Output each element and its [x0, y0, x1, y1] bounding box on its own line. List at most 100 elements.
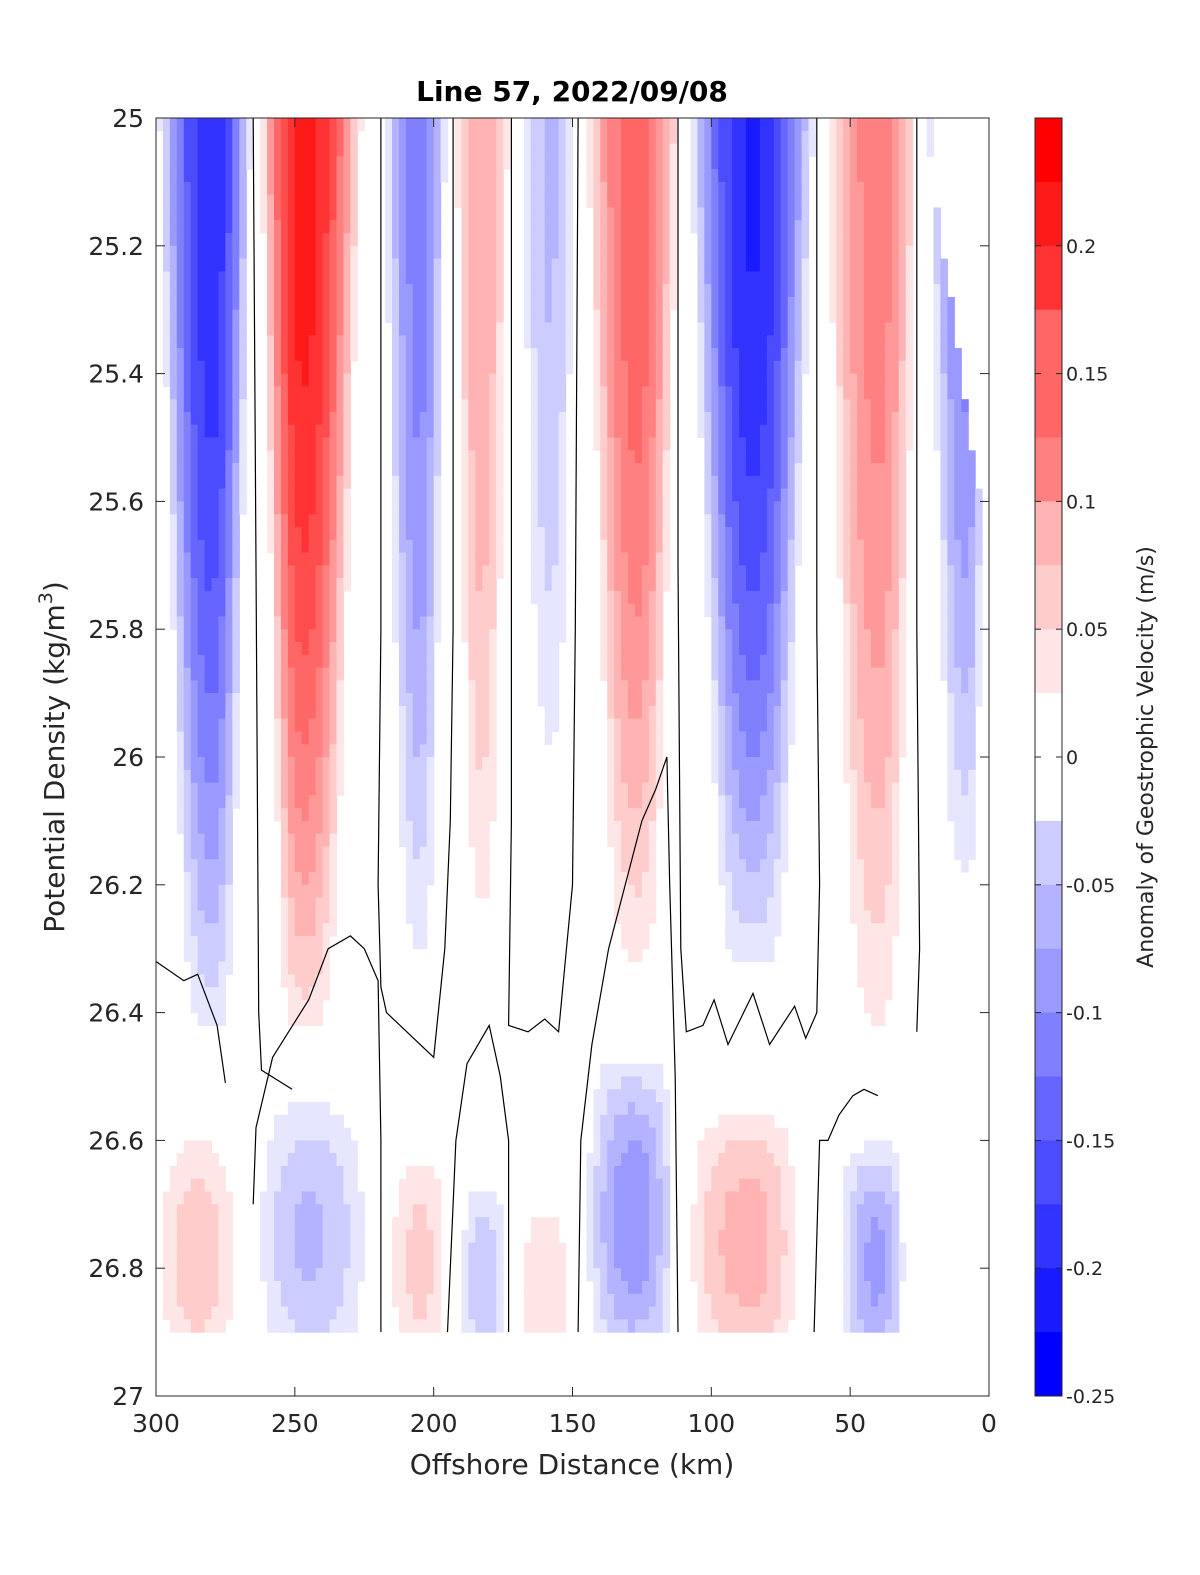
field-cell [301, 399, 310, 413]
field-cell [746, 296, 754, 311]
field-cell [544, 207, 553, 221]
field-cell [433, 194, 442, 209]
field-cell [482, 118, 490, 132]
field-cell [641, 258, 650, 272]
field-cell [190, 526, 199, 541]
field-cell [704, 1165, 712, 1180]
field-cell [218, 846, 227, 860]
field-cell [628, 284, 636, 298]
field-cell [648, 233, 657, 247]
field-cell [169, 271, 178, 285]
field-cell [405, 833, 414, 848]
field-cell [280, 220, 289, 234]
field-cell [780, 1293, 789, 1308]
field-cell [287, 769, 296, 784]
field-cell [482, 705, 490, 720]
field-cell [197, 1140, 206, 1154]
field-cell [648, 1114, 657, 1129]
field-cell [405, 1165, 414, 1180]
field-cell [739, 539, 747, 554]
field-cell [315, 820, 324, 835]
field-cell [634, 118, 643, 132]
field-cell [780, 296, 789, 311]
field-cell [308, 654, 317, 669]
field-cell [329, 718, 338, 733]
field-cell [183, 360, 192, 375]
field-cell [343, 411, 351, 426]
field-cell [628, 411, 636, 426]
field-cell [648, 578, 657, 592]
field-cell [398, 718, 407, 733]
field-cell [350, 233, 358, 247]
field-cell [711, 1268, 719, 1282]
field-cell [412, 348, 421, 362]
field-cell [634, 1140, 643, 1154]
field-cell [280, 705, 289, 720]
field-cell [405, 552, 414, 566]
field-cell [482, 1293, 490, 1308]
field-cell [530, 488, 539, 502]
field-cell [392, 143, 400, 157]
field-cell [489, 1229, 497, 1244]
field-cell [766, 705, 775, 720]
field-cell [725, 258, 733, 272]
field-cell [343, 565, 351, 579]
field-cell [628, 475, 636, 490]
field-cell [301, 526, 310, 541]
field-cell [350, 1242, 358, 1257]
field-cell [718, 271, 726, 285]
field-cell [662, 1293, 671, 1308]
field-cell [204, 999, 213, 1014]
field-cell [218, 859, 227, 873]
field-cell [641, 207, 650, 221]
field-cell [267, 348, 275, 362]
field-cell [294, 999, 303, 1014]
field-cell [593, 1255, 601, 1269]
field-cell [628, 258, 636, 272]
field-cell [746, 399, 754, 413]
field-cell [787, 731, 796, 745]
field-cell [468, 718, 476, 733]
field-cell [586, 1204, 594, 1218]
field-cell [329, 386, 338, 400]
field-cell [287, 411, 296, 426]
field-cell [628, 1217, 636, 1231]
field-cell [468, 769, 476, 784]
field-cell [711, 590, 719, 605]
field-cell [343, 1153, 351, 1167]
field-cell [218, 872, 227, 886]
field-cell [746, 450, 754, 464]
field-cell [287, 1178, 296, 1193]
field-cell [628, 654, 636, 669]
field-cell [176, 667, 185, 681]
field-cell [280, 245, 289, 260]
field-cell [718, 654, 726, 669]
field-cell [558, 1280, 567, 1295]
field-cell [211, 207, 220, 221]
field-cell [697, 169, 705, 183]
field-cell [197, 424, 206, 439]
field-cell [621, 1268, 629, 1282]
field-cell [725, 641, 733, 656]
field-cell [628, 245, 636, 260]
field-cell [183, 348, 192, 362]
field-cell [322, 143, 331, 157]
field-cell [461, 514, 469, 528]
field-cell [350, 207, 358, 221]
field-cell [350, 1280, 358, 1295]
field-cell [711, 309, 719, 324]
field-cell [718, 437, 726, 451]
field-cell [308, 296, 317, 311]
field-cell [350, 130, 358, 145]
field-cell [183, 501, 192, 515]
field-cell [308, 514, 317, 528]
field-cell [704, 411, 712, 426]
field-cell [197, 245, 206, 260]
field-cell [412, 1280, 421, 1295]
field-cell [329, 590, 338, 605]
field-cell [197, 769, 206, 784]
field-cell [551, 309, 560, 324]
field-cell [239, 309, 247, 324]
field-cell [287, 1140, 296, 1154]
field-cell [405, 437, 414, 451]
